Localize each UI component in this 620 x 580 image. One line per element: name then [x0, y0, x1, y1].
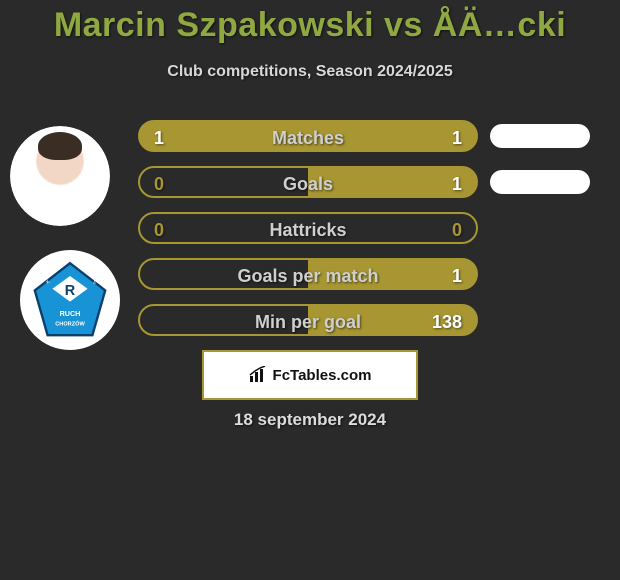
brand-text: FcTables.com: [273, 367, 372, 384]
stat-right-value: 1: [452, 168, 462, 200]
bar-chart-icon: [249, 366, 269, 384]
stat-right-value: 138: [432, 306, 462, 338]
club-badge-left: R RUCH CHORZÓW K S: [20, 250, 120, 350]
stat-label: Matches: [140, 122, 476, 154]
subtitle: Club competitions, Season 2024/2025: [0, 63, 620, 81]
stat-row: Goals per match1: [138, 258, 478, 290]
date-line: 18 september 2024: [0, 410, 620, 430]
stat-label: Min per goal: [140, 306, 476, 338]
winner-pill-right: [490, 124, 590, 148]
stat-right-value: 0: [452, 214, 462, 246]
stat-right-value: 1: [452, 122, 462, 154]
stat-label: Goals: [140, 168, 476, 200]
comparison-infographic: Marcin Szpakowski vs ÅÄ…cki Club competi…: [0, 0, 620, 580]
stat-label: Hattricks: [140, 214, 476, 246]
stat-row: 1Matches1: [138, 120, 478, 152]
svg-text:RUCH: RUCH: [60, 309, 81, 318]
stat-right-value: 1: [452, 260, 462, 292]
ruch-chorzow-crest-icon: R RUCH CHORZÓW K S: [30, 260, 110, 340]
brand-box: FcTables.com: [202, 350, 418, 400]
winner-pill-right: [490, 170, 590, 194]
brand-label: FcTables.com: [249, 366, 372, 384]
stat-row: 0Goals1: [138, 166, 478, 198]
stat-row: 0Hattricks0: [138, 212, 478, 244]
svg-text:R: R: [65, 283, 76, 299]
stat-row: Min per goal138: [138, 304, 478, 336]
stat-label: Goals per match: [140, 260, 476, 292]
stat-rows: 1Matches10Goals10Hattricks0Goals per mat…: [138, 120, 478, 350]
player-avatar-left: [10, 126, 110, 226]
page-title: Marcin Szpakowski vs ÅÄ…cki: [0, 0, 620, 45]
face-placeholder-icon: [10, 126, 110, 226]
